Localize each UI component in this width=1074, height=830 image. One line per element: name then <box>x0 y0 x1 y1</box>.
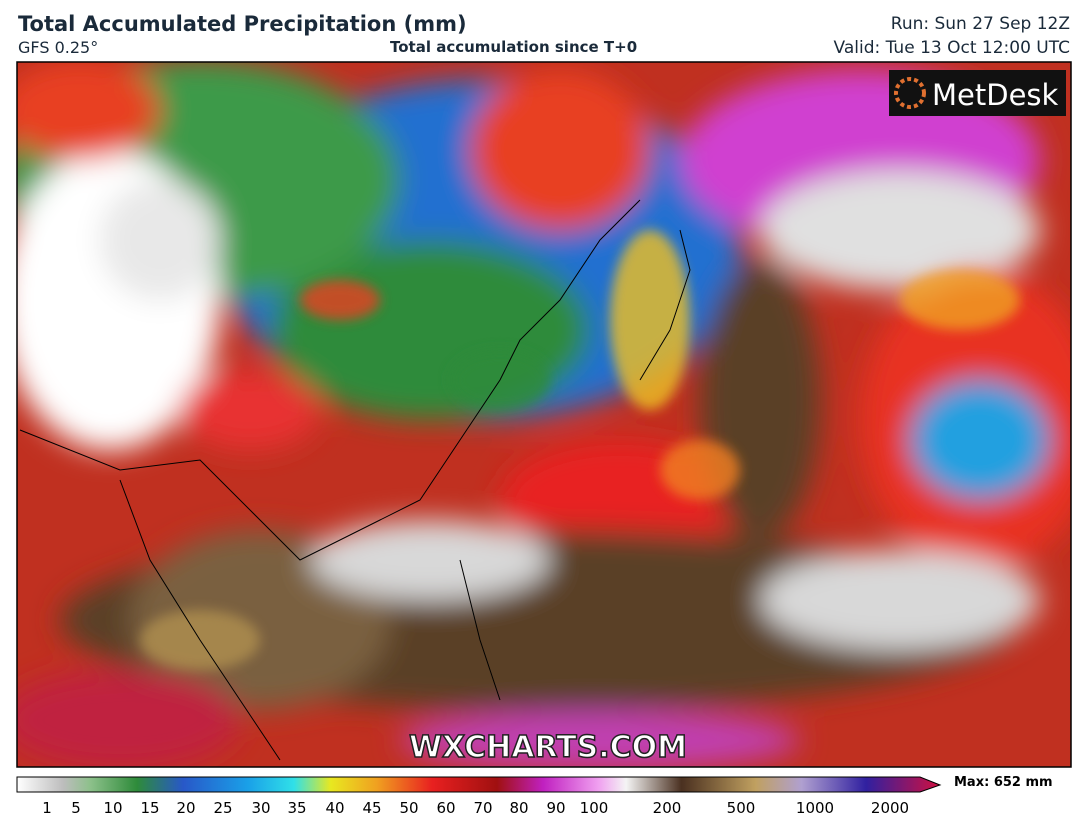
colorbar-tick-label: 10 <box>103 799 122 817</box>
colorbar-tick-label: 2000 <box>871 799 909 817</box>
colorbar-tick-label: 20 <box>176 799 195 817</box>
model: GFS 0.25° <box>18 38 99 57</box>
title: Total Accumulated Precipitation (mm) <box>18 12 467 36</box>
colorbar-tick-label: 50 <box>399 799 418 817</box>
colorbar-tick-label: 1 <box>42 799 52 817</box>
colorbar-tick-label: 80 <box>509 799 528 817</box>
colorbar <box>16 776 942 793</box>
watermark: WXCHARTS.COM <box>409 730 687 765</box>
logo-box <box>889 70 1066 116</box>
precip-field <box>17 62 1071 767</box>
colorbar-tick-label: 200 <box>653 799 682 817</box>
colorbar-tick-label: 40 <box>325 799 344 817</box>
colorbar-tick-label: 100 <box>580 799 609 817</box>
colorbar-tick-label: 1000 <box>796 799 834 817</box>
colorbar-tick-label: 90 <box>546 799 565 817</box>
colorbar-tick-label: 500 <box>727 799 756 817</box>
colorbar-tick-label: 60 <box>436 799 455 817</box>
colorbar-tick-label: 5 <box>71 799 81 817</box>
colorbar-tick-label: 15 <box>140 799 159 817</box>
valid-time: Valid: Tue 13 Oct 12:00 UTC <box>833 38 1070 58</box>
colorbar-tick-label: 25 <box>213 799 232 817</box>
colorbar-tick-label: 30 <box>251 799 270 817</box>
subtitle: Total accumulation since T+0 <box>390 38 638 56</box>
run-time: Run: Sun 27 Sep 12Z <box>890 14 1070 34</box>
colorbar-tick-label: 45 <box>362 799 381 817</box>
max-label: Max: 652 mm <box>954 775 1053 790</box>
colorbar-tick-label: 35 <box>287 799 306 817</box>
colorbar-tick-label: 70 <box>473 799 492 817</box>
logo: MetDesk <box>932 78 1059 112</box>
